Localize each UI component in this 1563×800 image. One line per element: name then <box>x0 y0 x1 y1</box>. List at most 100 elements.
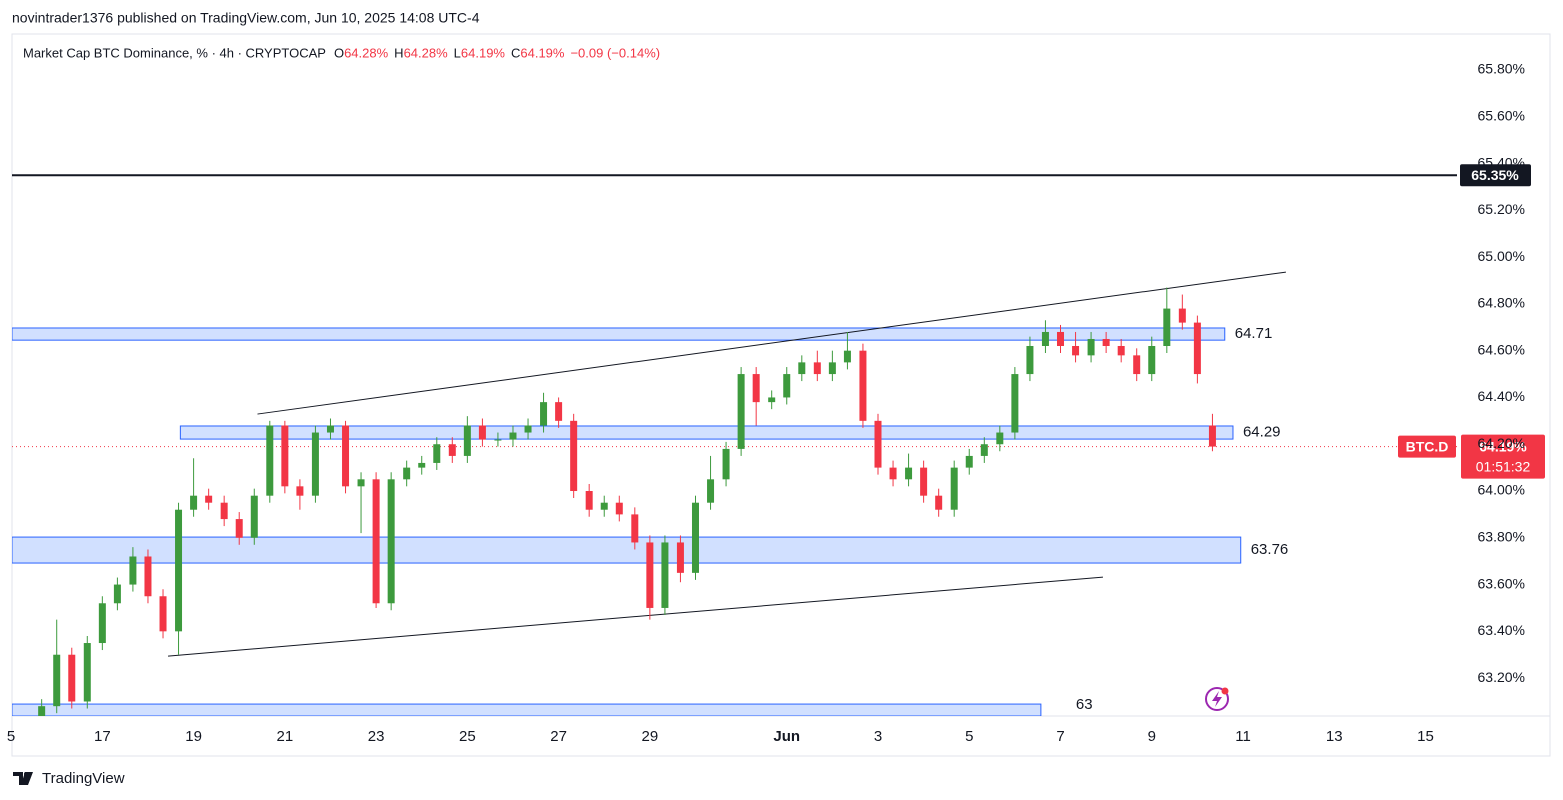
candle-body <box>250 495 258 538</box>
candle-body <box>509 432 517 440</box>
legend-value: 64.28% <box>404 45 449 60</box>
candle-body <box>570 420 578 492</box>
x-tick-label: 9 <box>1148 728 1156 745</box>
candle-body <box>129 556 137 585</box>
candle-body <box>357 479 365 487</box>
alert-icon <box>1205 687 1229 711</box>
zone-label: 64.29 <box>1243 424 1281 441</box>
candle-body <box>83 643 91 702</box>
candle-body <box>768 397 776 403</box>
legend-key: O <box>334 45 344 60</box>
x-tick-label: 27 <box>550 728 567 745</box>
y-tick-label: 64.60% <box>1478 341 1525 357</box>
price-box <box>1461 434 1545 479</box>
x-tick-label: 7 <box>1056 728 1064 745</box>
candle-body <box>38 706 46 716</box>
x-tick-label: 29 <box>642 728 659 745</box>
candle-body <box>798 362 806 375</box>
candle-body <box>1178 308 1186 323</box>
candle-body <box>935 495 943 510</box>
footer: TradingView <box>42 770 125 787</box>
overlay: 64.71 64.29 63.76 63 65.35% BTC.D 64.19% 01:51:… <box>1076 164 1545 713</box>
candle-body <box>737 374 745 449</box>
candle-body <box>53 654 61 707</box>
y-tick-label: 65.80% <box>1478 61 1525 77</box>
candle-body <box>1011 374 1019 433</box>
candle-body <box>1208 425 1216 447</box>
candle-body <box>661 542 669 608</box>
candle-body <box>433 444 441 463</box>
zone <box>12 536 1242 564</box>
x-tick-label: 11 <box>1235 728 1251 745</box>
candle-body <box>98 603 106 644</box>
candle-body <box>722 448 730 480</box>
x-tick-label: Jun <box>773 728 800 745</box>
candle-body <box>1041 331 1049 346</box>
candle-body <box>600 502 608 510</box>
zone-label: 63.76 <box>1251 541 1289 558</box>
zone-label: 64.71 <box>1235 325 1273 342</box>
x-tick-label: 3 <box>874 728 882 745</box>
candle-body <box>631 514 639 543</box>
candle-body <box>555 402 563 421</box>
candle-body <box>478 425 486 440</box>
x-tick-label: 15 <box>1417 728 1434 745</box>
candle-body <box>1057 331 1065 346</box>
y-tick-label: 63.20% <box>1478 669 1525 685</box>
legend-value: 64.28% <box>344 45 389 60</box>
candle-body <box>387 479 395 604</box>
candle-body <box>1072 345 1080 356</box>
candle-body <box>403 467 411 480</box>
x-tick-label: 5 <box>7 728 15 745</box>
candle-body <box>540 402 548 426</box>
y-tick-label: 64.40% <box>1478 388 1525 404</box>
candle-body <box>965 455 973 468</box>
y-tick-label: 64.20% <box>1478 435 1525 451</box>
candle-body <box>676 542 684 573</box>
candle-body <box>144 556 152 597</box>
footer-logo <box>13 772 33 785</box>
candle-body <box>920 467 928 496</box>
y-tick-label: 63.80% <box>1478 528 1525 544</box>
x-tick-label: 5 <box>965 728 973 745</box>
hline-price-box <box>1460 164 1531 187</box>
candle-body <box>494 439 502 441</box>
legend-key: L <box>454 45 461 60</box>
panel-border <box>11 33 1551 757</box>
candle-body <box>220 502 228 520</box>
candle-body <box>463 425 471 456</box>
legend-key: H <box>394 45 403 60</box>
zone <box>179 425 1234 440</box>
trend-line <box>168 576 1103 657</box>
candle-body <box>859 350 867 421</box>
x-tick-label: 25 <box>459 728 476 745</box>
y-tick-label: 65.20% <box>1478 201 1525 217</box>
zone <box>12 703 1042 716</box>
candle-body <box>281 425 289 487</box>
x-tick-label: 21 <box>277 728 294 745</box>
candle-body <box>585 491 593 510</box>
x-tick-label: 17 <box>94 728 111 745</box>
candle-body <box>372 479 380 604</box>
y-tick-label: 63.60% <box>1478 575 1525 591</box>
price-label: 64.19% <box>1479 438 1527 454</box>
legend-title: Market Cap BTC Dominance, % · 4h · CRYPT… <box>23 45 326 60</box>
candle-body <box>235 519 243 538</box>
candle-body <box>707 479 715 503</box>
x-tick-label: 13 <box>1326 728 1343 745</box>
candle-body <box>68 654 76 702</box>
y-tick-label: 64.80% <box>1478 295 1525 311</box>
y-tick-label: 65.00% <box>1478 248 1525 264</box>
candle-body <box>205 495 213 503</box>
y-tick-label: 65.60% <box>1478 107 1525 123</box>
y-tick-label: 65.40% <box>1478 154 1525 170</box>
countdown-label: 01:51:32 <box>1476 458 1531 474</box>
legend-value: 64.19% <box>461 45 506 60</box>
candle-body <box>905 467 913 480</box>
candle-body <box>615 502 623 515</box>
hline-price-label: 65.35% <box>1471 167 1519 183</box>
candle-body <box>342 425 350 487</box>
trend-line <box>257 271 1286 415</box>
